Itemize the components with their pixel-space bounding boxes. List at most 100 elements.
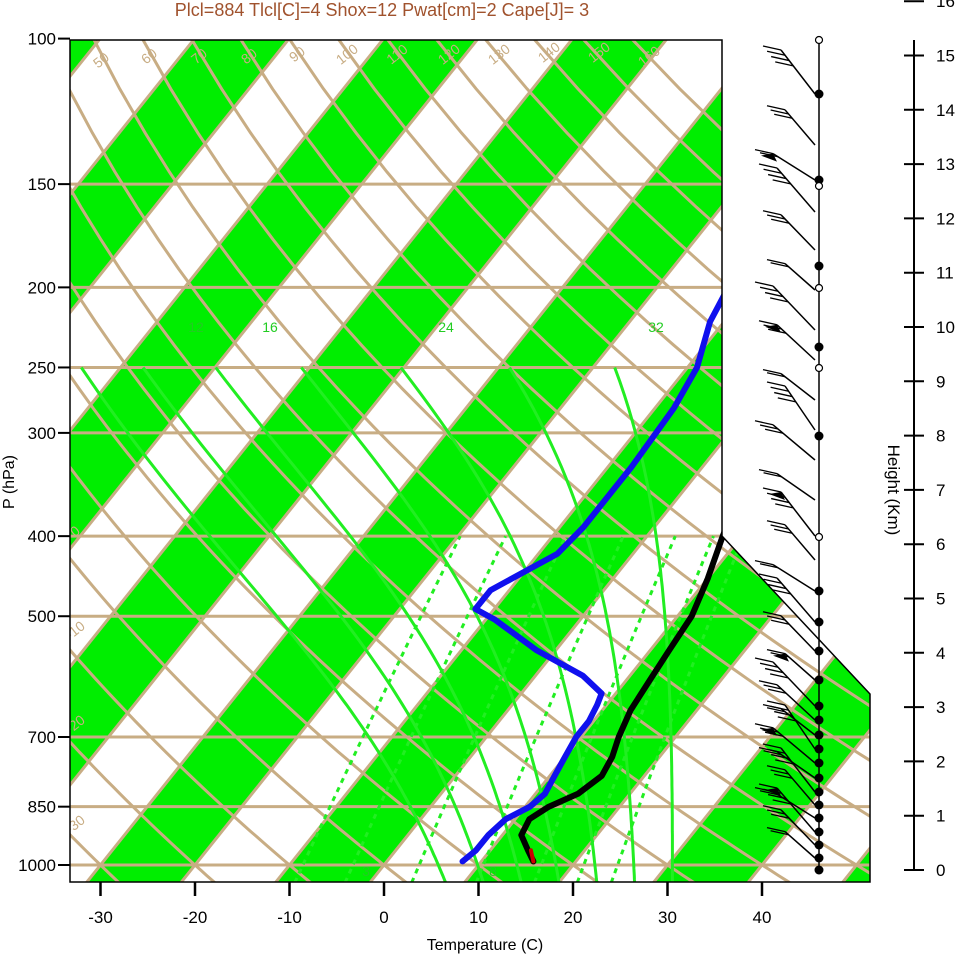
isotherm-line — [70, 40, 385, 882]
wind-barb-feather — [767, 688, 787, 694]
wind-barb-feather — [771, 497, 790, 504]
height-marker-open — [814, 35, 824, 45]
moist-adiabat — [300, 366, 561, 882]
wind-barb-staff — [776, 167, 816, 213]
temperature-band — [650, 40, 870, 882]
height-tick-label: 16 — [936, 0, 955, 11]
wind-barb-feather — [777, 397, 796, 403]
x-tick-label: 40 — [753, 908, 772, 927]
x-tick-label: 20 — [564, 908, 583, 927]
height-tick-label: 13 — [936, 155, 955, 174]
wind-barb-feather — [774, 391, 793, 398]
wind-barb — [754, 559, 816, 592]
height-tick-label: 11 — [936, 264, 954, 283]
wind-barb-feather — [766, 381, 786, 387]
wind-barb-feather — [763, 472, 782, 478]
wind-barb-feather — [758, 573, 778, 579]
dry-adiabat — [238, 40, 870, 882]
plot-border — [69, 39, 871, 883]
wind-barb-feather — [754, 420, 774, 426]
height-marker — [814, 758, 824, 768]
wind-barb-staff — [776, 750, 816, 779]
wind-barb-feather — [769, 673, 789, 679]
y-axis-label: P (hPa) — [1, 455, 18, 509]
wind-barb — [766, 648, 816, 681]
wind-barb-feather — [775, 759, 794, 765]
isotherm-line — [70, 40, 669, 882]
wind-barb-staff — [784, 385, 816, 431]
wind-barb-feather — [766, 615, 786, 621]
moist-adiabat — [214, 366, 523, 882]
wind-barb-staff — [780, 214, 816, 251]
wind-barb-staff — [780, 373, 816, 401]
wind-barb — [762, 703, 816, 736]
wind-barb-feather — [759, 790, 779, 796]
wind-barb-staff — [784, 769, 816, 806]
wind-barb-feather — [759, 424, 779, 430]
pressure-tick-label: 200 — [28, 278, 56, 297]
pressure-tick-label: 850 — [28, 798, 56, 817]
wind-barb-feather — [754, 281, 774, 287]
height-marker — [814, 261, 824, 271]
wind-barb-feather — [754, 786, 774, 793]
height-marker — [814, 89, 824, 99]
mixing-ratio-line — [474, 535, 625, 882]
x-tick-label: 0 — [379, 908, 388, 927]
wind-barb-staff — [776, 472, 816, 501]
wind-barb — [758, 163, 816, 213]
wind-barb-feather — [754, 657, 774, 663]
height-tick-label: 10 — [936, 318, 955, 337]
wind-barb-feather — [774, 773, 793, 779]
wind-barb-feather — [759, 662, 779, 668]
wind-barb-staff — [772, 563, 816, 592]
wind-barb-feather — [770, 262, 789, 268]
wind-barb-staff — [776, 684, 816, 721]
wind-barb-feather — [771, 619, 790, 625]
moist-adiabat — [508, 366, 637, 882]
mixing-ratio-label: 3 — [362, 863, 370, 879]
wind-barb-staff — [780, 747, 816, 793]
wind-barb-feather — [759, 563, 779, 569]
wind-barb-staff — [784, 653, 816, 681]
height-marker — [814, 813, 824, 823]
wind-barb-feather — [764, 291, 784, 298]
height-marker-open — [814, 363, 824, 373]
wind-barb — [758, 680, 816, 721]
height-marker — [814, 431, 824, 441]
wind-barb-feather — [762, 368, 782, 375]
height-marker — [814, 617, 824, 627]
wind-barb-staff — [780, 708, 816, 736]
mixing-ratio-line — [575, 535, 715, 882]
isotherm-line — [70, 40, 574, 882]
wind-barb-feather — [770, 524, 789, 530]
wind-barb-pennant — [765, 324, 781, 333]
wind-barb — [758, 320, 816, 361]
wind-barb-pennant — [761, 153, 777, 162]
wind-barb-staff — [776, 787, 816, 833]
wind-barb-feather — [762, 210, 782, 216]
wind-barb-feather — [772, 799, 791, 805]
wind-barb — [766, 826, 816, 859]
wind-barb-pennant — [773, 653, 789, 662]
height-marker — [814, 675, 824, 685]
wind-barb-pennant — [769, 492, 785, 500]
isotherm-line — [70, 40, 480, 882]
wind-barb — [766, 765, 816, 806]
wind-barb-feather — [775, 61, 794, 67]
height-tick-label: 7 — [936, 481, 945, 500]
moist-adiabat — [613, 366, 674, 882]
plot-frame — [69, 39, 871, 883]
mixing-ratio-lines: 3 8 12 16 24 32 — [80, 319, 746, 882]
height-marker — [814, 646, 824, 656]
height-tick-label: 8 — [936, 427, 945, 446]
wind-barb-feather — [766, 765, 786, 771]
wind-barb-feather — [758, 320, 778, 326]
wind-barb-feather — [770, 769, 789, 775]
x-tick-label: -20 — [183, 908, 208, 927]
wind-barb — [762, 368, 816, 401]
wind-barb-feather — [767, 583, 787, 590]
wind-barb-staff — [772, 152, 816, 181]
height-tick-label: 3 — [936, 698, 945, 717]
mixing-ratio-label: 8 — [489, 863, 497, 879]
parcel-curve — [528, 848, 536, 864]
